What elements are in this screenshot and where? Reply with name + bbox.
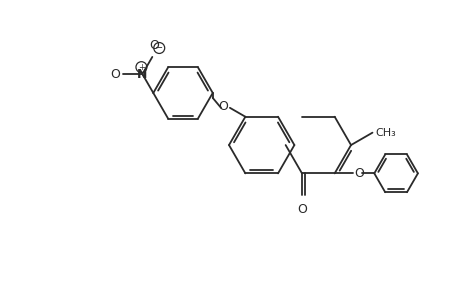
Text: +: +	[138, 63, 145, 72]
Text: O: O	[149, 39, 159, 52]
Text: CH₃: CH₃	[375, 128, 395, 138]
Text: O: O	[297, 203, 306, 216]
Text: O: O	[111, 68, 120, 81]
Text: −: −	[155, 43, 163, 53]
Text: O: O	[218, 100, 228, 113]
Text: N: N	[137, 68, 147, 81]
Text: O: O	[354, 167, 364, 180]
